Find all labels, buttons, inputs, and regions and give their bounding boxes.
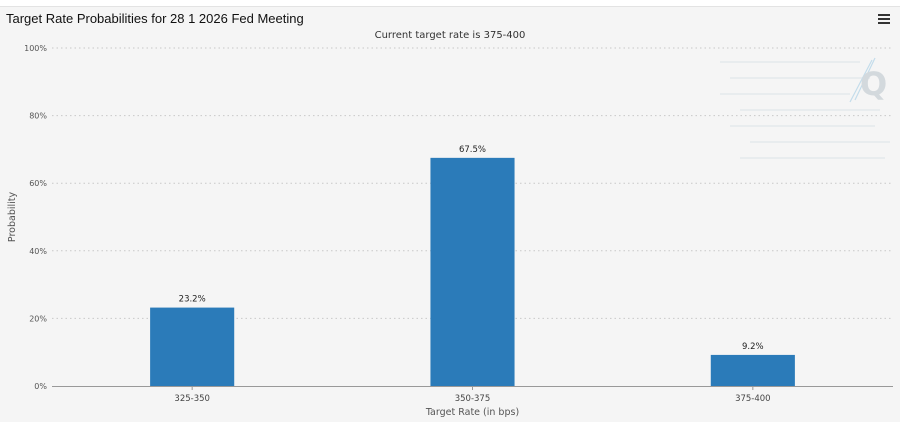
y-tick-label: 100% — [24, 44, 47, 53]
bars — [150, 157, 795, 386]
bar-375-400[interactable] — [710, 354, 795, 386]
watermark-logo: Q — [720, 57, 890, 159]
data-label: 67.5% — [459, 145, 486, 155]
top-strip — [0, 0, 900, 7]
watermark-letter: Q — [860, 65, 887, 103]
x-axis-ticks: 325-350 350-375 375-400 — [174, 386, 771, 404]
chart-title: Target Rate Probabilities for 28 1 2026 … — [6, 11, 304, 26]
data-labels: 23.2% 67.5% 9.2% — [179, 145, 764, 352]
y-tick-label: 80% — [29, 112, 47, 121]
y-tick-label: 60% — [29, 179, 47, 188]
y-tick-label: 40% — [29, 247, 47, 256]
x-tick-label: 325-350 — [174, 394, 210, 404]
x-tick-label: 350-375 — [455, 394, 491, 404]
bar-325-350[interactable] — [150, 307, 235, 386]
hamburger-menu-icon[interactable] — [878, 14, 890, 24]
x-axis-title: Target Rate (in bps) — [425, 407, 519, 418]
bar-350-375[interactable] — [430, 157, 515, 386]
data-label: 23.2% — [179, 295, 206, 305]
data-label: 9.2% — [742, 342, 764, 352]
y-axis-title: Probability — [7, 192, 18, 243]
y-tick-label: 20% — [29, 314, 47, 323]
y-tick-label: 0% — [34, 382, 47, 391]
x-tick-label: 375-400 — [735, 394, 771, 404]
chart-subtitle: Current target rate is 375-400 — [374, 30, 526, 41]
y-axis-ticks: 0% 20% 40% 60% 80% 100% — [24, 44, 47, 391]
